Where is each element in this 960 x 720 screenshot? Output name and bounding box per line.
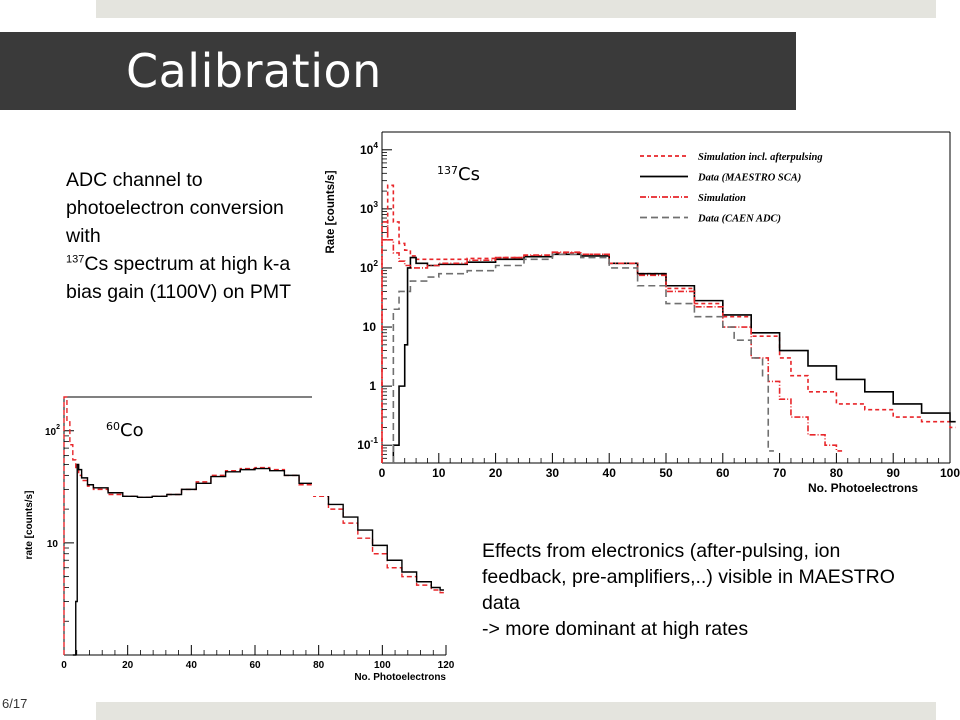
cs137-xtick-label: 20 xyxy=(489,466,503,480)
cs137-ytick-label: 10 xyxy=(363,320,377,334)
cs137-ylabel: Rate [counts/s] xyxy=(325,170,337,253)
co60-ylabel: rate [counts/s] xyxy=(24,491,35,560)
cs137-legend-label: Data (MAESTRO SCA) xyxy=(697,173,801,184)
co60-xtick-label: 100 xyxy=(374,660,391,671)
cs137-series-3 xyxy=(392,253,774,463)
desc-part-2: Cs spectrum at high k-a bias gain (1100V… xyxy=(66,253,292,303)
page-number: 6/17 xyxy=(2,696,28,711)
co60-ytick-label: 10 xyxy=(47,539,59,550)
effects-text: Effects from electronics (after-pulsing,… xyxy=(482,538,922,642)
cs137-ytick-label: 102 xyxy=(360,258,378,275)
cs137-series-0 xyxy=(381,184,956,463)
cs137-isotope-label: 137Cs xyxy=(437,164,480,185)
cs137-ytick-label: 104 xyxy=(360,140,378,157)
cs137-legend-label: Simulation xyxy=(698,193,746,204)
co60-xtick-label: 60 xyxy=(249,660,261,671)
cs137-xtick-label: 90 xyxy=(887,466,901,480)
co60-isotope-label: 60Co xyxy=(106,420,144,441)
co60-frame-cover xyxy=(60,397,313,407)
cs137-xtick-label: 10 xyxy=(432,466,446,480)
effects-line-2: -> more dominant at high rates xyxy=(482,618,749,640)
cs137-background xyxy=(312,124,952,496)
co60-series xyxy=(63,396,444,656)
cs137-xtick-label: 80 xyxy=(830,466,844,480)
cs137-series-1 xyxy=(392,253,956,463)
desc-isotope-mass: 137 xyxy=(66,253,85,266)
description-text: ADC channel to photoelectron conversion … xyxy=(66,166,306,306)
cs137-xtick-label: 50 xyxy=(659,466,673,480)
co60-xtick-label: 120 xyxy=(438,660,455,671)
cs137-axes: 0 10 20 30 40 50 60 70 80 90 100 10-1 1 10 102 103 104 xyxy=(357,131,960,480)
cs137-xtick-label: 0 xyxy=(379,466,386,480)
co60-ytick-label: 102 xyxy=(45,424,60,438)
effects-line-1: Effects from electronics (after-pulsing,… xyxy=(482,540,895,614)
co60-series-0 xyxy=(63,396,444,655)
cs137-ytick-label: 10-1 xyxy=(357,435,378,452)
cs137-legend: Simulation incl. afterpulsing Data (MAEST… xyxy=(640,152,823,225)
cs137-xtick-label: 60 xyxy=(716,466,730,480)
co60-xtick-label: 20 xyxy=(122,660,134,671)
cs137-series-2 xyxy=(381,221,843,463)
cs137-ytick-label: 103 xyxy=(360,199,378,216)
co60-xtick-label: 0 xyxy=(61,660,67,671)
cs137-isotope-mass: 137 xyxy=(437,164,458,177)
cs137-xtick-label: 40 xyxy=(603,466,617,480)
title-band xyxy=(0,32,796,110)
cs137-ytick-label: 1 xyxy=(369,379,376,393)
bottom-decor-bar xyxy=(96,702,936,720)
slide-title: Calibration xyxy=(126,44,382,98)
co60-isotope-symbol: Co xyxy=(120,420,144,441)
cs137-xtick-label: 30 xyxy=(546,466,560,480)
cs137-xtick-label: 70 xyxy=(773,466,787,480)
cs137-series xyxy=(381,184,956,463)
co60-xtick-label: 80 xyxy=(313,660,325,671)
co60-isotope-mass: 60 xyxy=(106,420,120,433)
cs137-legend-label: Simulation incl. afterpulsing xyxy=(698,152,823,163)
cs137-xlabel: No. Photoelectrons xyxy=(808,481,918,495)
co60-series-1 xyxy=(72,463,444,656)
cs137-xtick-label: 100 xyxy=(940,466,960,480)
cs137-legend-label: Data (CAEN ADC) xyxy=(697,214,781,225)
desc-part-1: ADC channel to photoelectron conversion … xyxy=(66,169,284,247)
co60-xtick-label: 40 xyxy=(186,660,198,671)
top-decor-bar xyxy=(96,0,936,18)
co60-xlabel: No. Photoelectrons xyxy=(354,672,446,683)
cs137-isotope-symbol: Cs xyxy=(458,164,480,185)
